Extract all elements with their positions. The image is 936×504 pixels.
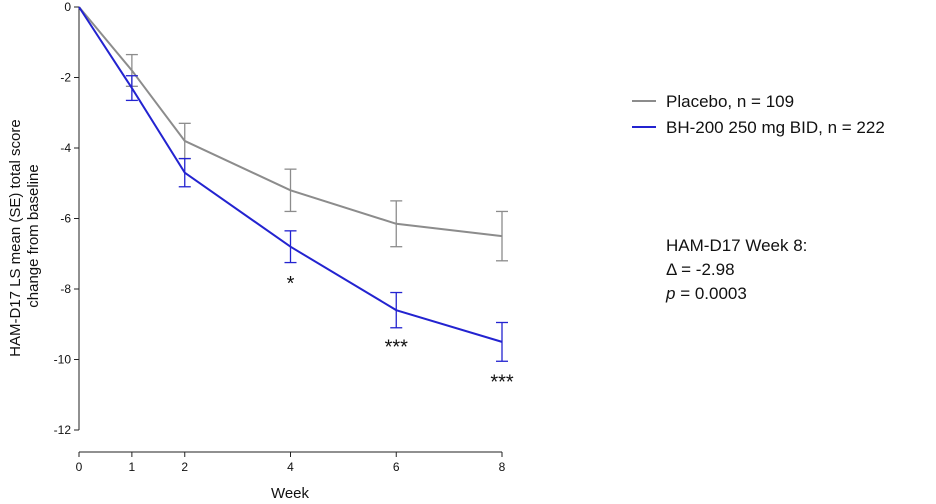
week8-annotation: HAM-D17 Week 8: Δ = -2.98 p = 0.0003 xyxy=(665,236,807,303)
y-axis-title: HAM-D17 LS mean (SE) total score change … xyxy=(7,115,42,357)
y-tick-label: 0 xyxy=(64,0,71,14)
x-tick-label: 8 xyxy=(499,460,506,474)
x-tick-label: 0 xyxy=(76,460,83,474)
x-tick-label: 6 xyxy=(393,460,400,474)
x-tick-label: 4 xyxy=(287,460,294,474)
x-axis-title: Week xyxy=(271,485,310,502)
significance-markers: ******* xyxy=(287,273,514,394)
x-tick-label: 1 xyxy=(129,460,136,474)
legend-label-placebo: Placebo, n = 109 xyxy=(666,92,794,111)
annotation-line-2: Δ = -2.98 xyxy=(666,260,735,279)
y-tick-label: -10 xyxy=(54,353,72,367)
legend: Placebo, n = 109 BH-200 250 mg BID, n = … xyxy=(632,92,885,137)
series-1 xyxy=(78,6,508,362)
y-tick-label: -12 xyxy=(54,423,72,437)
p-value: = 0.0003 xyxy=(675,284,746,303)
p-symbol: p xyxy=(665,284,675,303)
y-tick-label: -4 xyxy=(60,141,71,155)
legend-label-bh200: BH-200 250 mg BID, n = 222 xyxy=(666,118,885,137)
significance-marker: *** xyxy=(490,372,514,394)
significance-marker: * xyxy=(287,273,295,295)
series-line xyxy=(78,6,503,238)
series-line xyxy=(78,6,503,343)
x-tick-label: 2 xyxy=(181,460,188,474)
series-0 xyxy=(78,6,508,262)
y-tick-label: -2 xyxy=(60,71,71,85)
chart-series xyxy=(78,6,508,362)
y-tick-label: -6 xyxy=(60,212,71,226)
chart-axes: 0 -2 -4 -6 -8 -10 -12 0 1 2 4 6 8 xyxy=(54,0,506,474)
significance-marker: *** xyxy=(385,336,409,358)
y-tick-label: -8 xyxy=(60,282,71,296)
annotation-line-3: p = 0.0003 xyxy=(665,284,747,303)
annotation-line-1: HAM-D17 Week 8: xyxy=(666,236,807,255)
